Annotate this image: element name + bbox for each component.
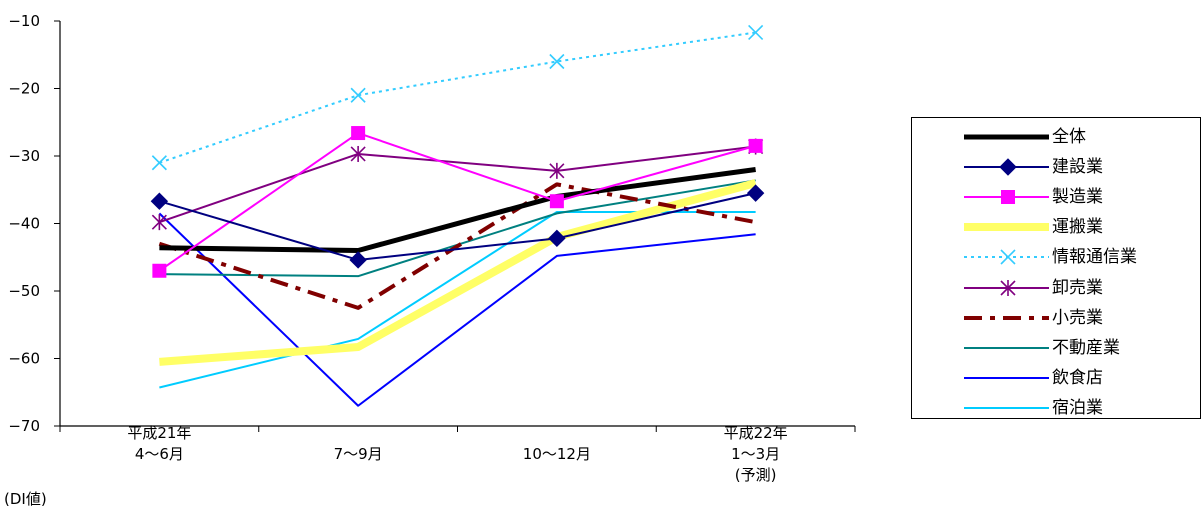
- legend-label: 情報通信業: [1052, 247, 1137, 268]
- legend: 全体建設業製造業運搬業情報通信業卸売業小売業不動産業飲食店宿泊業: [911, 117, 1201, 419]
- diamond-marker: [548, 229, 566, 248]
- legend-label: 運搬業: [1052, 217, 1103, 238]
- legend-item: 全体: [912, 122, 1200, 152]
- legend-swatch: [964, 223, 1049, 232]
- y-tick-label: −30: [8, 147, 40, 165]
- series-line-6: [159, 145, 756, 224]
- x-marker-stroke: [350, 87, 366, 103]
- square-marker: [152, 263, 167, 278]
- series-5-point: [350, 87, 366, 103]
- x-category-label: 4〜6月: [135, 445, 184, 463]
- legend-item: 卸売業: [912, 273, 1200, 303]
- x-category-label: (予測): [735, 466, 777, 484]
- series-6-point: [549, 162, 565, 179]
- y-tick-label: −20: [8, 80, 40, 98]
- legend-label: 不動産業: [1052, 337, 1120, 358]
- y-tick-label: −60: [8, 350, 40, 368]
- legend-label: 小売業: [1052, 307, 1103, 328]
- legend-swatch-marker: [999, 158, 1017, 176]
- series-line-1: [159, 167, 756, 253]
- series-6-point: [350, 145, 366, 162]
- series-5-point: [748, 24, 764, 41]
- series-2-point: [746, 184, 765, 202]
- legend-item: 不動産業: [912, 333, 1200, 363]
- x-category-label: 7〜9月: [334, 445, 383, 463]
- legend-swatch: [964, 190, 1049, 205]
- x-axis-categories: 平成21年 4〜6月 7〜9月 10〜12月 平成22年 1〜3月 (予測): [59, 424, 856, 484]
- legend-item: 情報通信業: [912, 242, 1200, 272]
- legend-swatch: [964, 315, 1049, 320]
- legend-item: 小売業: [912, 303, 1200, 333]
- series-3-point: [748, 138, 763, 153]
- diamond-marker: [349, 251, 367, 269]
- legend-label: 宿泊業: [1052, 397, 1103, 418]
- square-marker: [549, 194, 564, 209]
- legend-swatch: [964, 346, 1049, 349]
- legend-item: 運搬業: [912, 212, 1200, 242]
- series-5-point: [549, 53, 565, 70]
- x-category-label: 平成22年: [724, 424, 788, 442]
- x-category-label: 1〜3月: [731, 445, 780, 463]
- x-marker-stroke: [1000, 249, 1016, 265]
- square-marker: [748, 138, 763, 153]
- series-5-point: [151, 155, 167, 171]
- x-marker-stroke: [549, 53, 565, 70]
- y-tick-label: −40: [8, 215, 40, 233]
- y-tick-label: −10: [8, 12, 40, 30]
- diamond-marker: [150, 192, 169, 210]
- legend-swatch-marker: [1000, 279, 1016, 296]
- legend-swatch: [964, 279, 1049, 296]
- series-line-5: [159, 31, 756, 164]
- legend-swatch: [964, 134, 1049, 140]
- diamond-marker: [746, 184, 765, 202]
- series-line-7: [158, 182, 756, 310]
- legend-swatch: [964, 249, 1049, 265]
- legend-label: 飲食店: [1052, 367, 1103, 388]
- legend-item: 宿泊業: [912, 393, 1200, 423]
- legend-label: 全体: [1052, 127, 1086, 147]
- y-axis-ticks: −10 −20 −30 −40 −50 −60 −70: [8, 12, 60, 435]
- y-tick-label: −50: [8, 282, 40, 300]
- series-2-point: [150, 192, 169, 210]
- series-3-point: [549, 194, 564, 209]
- legend-item: 建設業: [912, 152, 1200, 182]
- legend-label: 建設業: [1052, 157, 1103, 178]
- legend-swatch: [964, 376, 1049, 379]
- x-category-label: 平成21年: [127, 424, 191, 442]
- series-3-point: [152, 263, 167, 278]
- legend-swatch-marker: [1000, 249, 1016, 265]
- square-marker: [351, 126, 366, 141]
- x-category-label: 10〜12月: [523, 445, 591, 463]
- series-line-9: [158, 212, 756, 407]
- series-2-point: [548, 229, 566, 248]
- legend-item: 飲食店: [912, 363, 1200, 393]
- x-marker-stroke: [748, 24, 764, 41]
- series-2-point: [349, 251, 367, 269]
- legend-item: 製造業: [912, 182, 1200, 212]
- series-6-point: [151, 214, 167, 231]
- legend-label: 製造業: [1052, 187, 1103, 208]
- square-marker: [1001, 190, 1015, 205]
- legend-swatch: [964, 406, 1049, 409]
- series-3-point: [351, 126, 366, 141]
- unit-label: (DI値): [4, 490, 47, 508]
- legend-swatch: [964, 158, 1049, 176]
- diamond-marker: [999, 158, 1017, 176]
- x-marker-stroke: [151, 155, 167, 171]
- series-lines: [150, 24, 765, 407]
- legend-swatch-marker: [1001, 190, 1015, 205]
- series-line-2: [159, 192, 756, 261]
- y-tick-label: −70: [8, 417, 40, 435]
- series-line-3: [158, 132, 756, 272]
- legend-label: 卸売業: [1052, 277, 1103, 298]
- series-line-4: [159, 179, 757, 366]
